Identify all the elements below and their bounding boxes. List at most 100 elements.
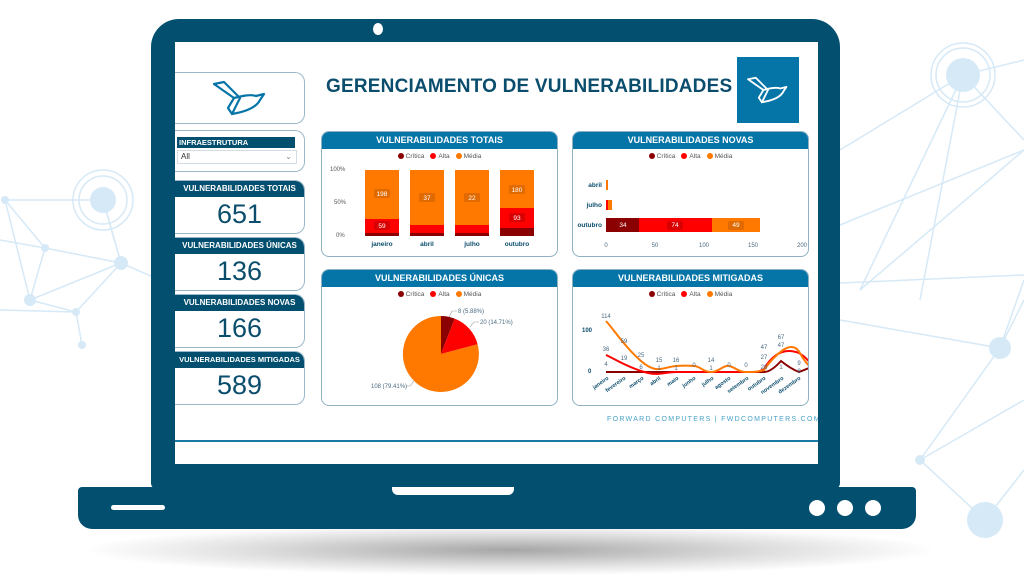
svg-text:14: 14 (708, 358, 715, 364)
svg-text:0%: 0% (336, 233, 345, 239)
svg-text:8: 8 (797, 369, 801, 375)
svg-text:0: 0 (692, 363, 696, 369)
legend-dot-icon (397, 153, 404, 159)
svg-text:junho: junho (681, 375, 698, 389)
svg-text:59: 59 (621, 339, 628, 345)
infra-filter-dropdown[interactable]: All ⌄ (177, 150, 297, 164)
chart-title: VULNERABILIDADES NOVAS (573, 132, 808, 149)
legend-critica: Crítica (648, 291, 675, 298)
svg-text:1: 1 (779, 365, 783, 371)
led-icon (865, 500, 881, 516)
svg-text:74: 74 (671, 222, 679, 229)
svg-text:9: 9 (797, 361, 801, 367)
svg-text:93: 93 (513, 215, 521, 222)
legend-critica: Crítica (397, 291, 424, 298)
chevron-down-icon: ⌄ (285, 152, 292, 161)
kpi-label: VULNERABILIDADES ÚNICAS (175, 238, 304, 254)
bird-logo-icon (212, 80, 265, 116)
filter-label: INFRAESTRUTURA (177, 137, 295, 148)
svg-text:6: 6 (639, 365, 643, 371)
svg-text:outubro: outubro (577, 222, 602, 229)
svg-text:114: 114 (601, 314, 611, 320)
svg-text:0: 0 (588, 369, 592, 375)
kpi-novas: VULNERABILIDADES NOVAS 166 (175, 294, 305, 348)
svg-text:1: 1 (674, 366, 678, 372)
legend-media: Média (706, 291, 732, 298)
legend-dot-icon (706, 291, 713, 297)
laptop-shadow (90, 525, 930, 575)
svg-text:abril: abril (649, 375, 662, 387)
svg-text:16: 16 (673, 358, 680, 364)
camera-icon (373, 23, 383, 35)
filter-value: All (181, 152, 190, 161)
legend-alta: Alta (430, 153, 450, 160)
svg-text:julho: julho (463, 241, 480, 248)
svg-text:180: 180 (512, 187, 523, 194)
svg-text:100%: 100% (330, 167, 346, 173)
legend-dot-icon (430, 153, 437, 159)
chart-card-novas: VULNERABILIDADES NOVAS Crítica Alta Médi… (572, 131, 809, 257)
legend-dot-icon (430, 291, 437, 297)
kpi-label: VULNERABILIDADES TOTAIS (175, 181, 304, 197)
legend-media: Média (455, 153, 481, 160)
footer-divider (175, 440, 818, 442)
svg-text:8 (5.88%): 8 (5.88%) (458, 309, 484, 315)
stacked-column-chart: 100% 50% 0% (330, 167, 534, 248)
base-slot (111, 505, 165, 510)
legend-dot-icon (648, 291, 655, 297)
legend-alta: Alta (681, 291, 701, 298)
svg-text:janeiro: janeiro (370, 241, 392, 248)
legend-alta: Alta (681, 153, 701, 160)
svg-text:0: 0 (727, 363, 731, 369)
legend-dot-icon (706, 153, 713, 159)
chart-title: VULNERABILIDADES ÚNICAS (322, 270, 557, 287)
laptop-lid: INFRAESTRUTURA All ⌄ VULNERABILIDADES TO… (151, 19, 840, 489)
kpi-unicas: VULNERABILIDADES ÚNICAS 136 (175, 237, 305, 291)
laptop-base (78, 487, 916, 529)
svg-text:20 (14.71%): 20 (14.71%) (480, 320, 513, 326)
base-notch (392, 487, 514, 495)
legend-dot-icon (681, 153, 688, 159)
svg-text:36: 36 (603, 347, 610, 353)
svg-text:28: 28 (761, 365, 768, 371)
infra-filter: INFRAESTRUTURA All ⌄ (175, 130, 305, 172)
svg-text:1: 1 (657, 366, 661, 372)
pie-chart: 8 (5.88%) 20 (14.71%) 108 (79.41%) (371, 309, 513, 392)
legend-dot-icon (455, 291, 462, 297)
legend-dot-icon (455, 153, 462, 159)
svg-text:0: 0 (744, 363, 748, 369)
chart-legend: Crítica Alta Média (573, 291, 808, 298)
svg-text:50: 50 (652, 243, 659, 249)
svg-text:34: 34 (619, 222, 627, 229)
svg-text:22: 22 (468, 195, 476, 202)
brand-logo (737, 57, 799, 123)
horizontal-bar-chart: abril julho outubro 34 74 49 (577, 180, 808, 249)
kpi-mitigadas: VULNERABILIDADES MITIGADAS 589 (175, 351, 305, 405)
svg-text:outubro: outubro (505, 241, 530, 248)
chart-legend: Crítica Alta Média (573, 153, 808, 160)
svg-text:200: 200 (797, 243, 808, 249)
svg-text:47: 47 (778, 343, 785, 349)
led-icon (837, 500, 853, 516)
legend-dot-icon (648, 153, 655, 159)
chart-title: VULNERABILIDADES MITIGADAS (573, 270, 808, 287)
legend-critica: Crítica (648, 153, 675, 160)
kpi-totais: VULNERABILIDADES TOTAIS 651 (175, 180, 305, 234)
footer-brand: FORWARD COMPUTERS | FWDCOMPUTERS.COM (607, 416, 818, 423)
svg-text:maio: maio (666, 375, 680, 388)
kpi-value: 589 (216, 370, 263, 400)
kpi-label: VULNERABILIDADES NOVAS (175, 295, 304, 311)
kpi-value: 166 (216, 313, 263, 343)
svg-text:abril: abril (420, 241, 434, 248)
svg-text:15: 15 (656, 358, 663, 364)
svg-text:59: 59 (378, 223, 386, 230)
svg-text:37: 37 (423, 195, 431, 202)
svg-text:67: 67 (778, 335, 785, 341)
kpi-value: 651 (216, 199, 263, 229)
svg-text:100: 100 (582, 328, 593, 334)
legend-dot-icon (681, 291, 688, 297)
svg-text:150: 150 (748, 243, 759, 249)
dashboard-screen: INFRAESTRUTURA All ⌄ VULNERABILIDADES TO… (175, 42, 818, 464)
svg-text:4: 4 (604, 362, 608, 368)
line-chart: 100 0 114 36 4 59 19 25 6 15 1 16 (582, 314, 808, 396)
